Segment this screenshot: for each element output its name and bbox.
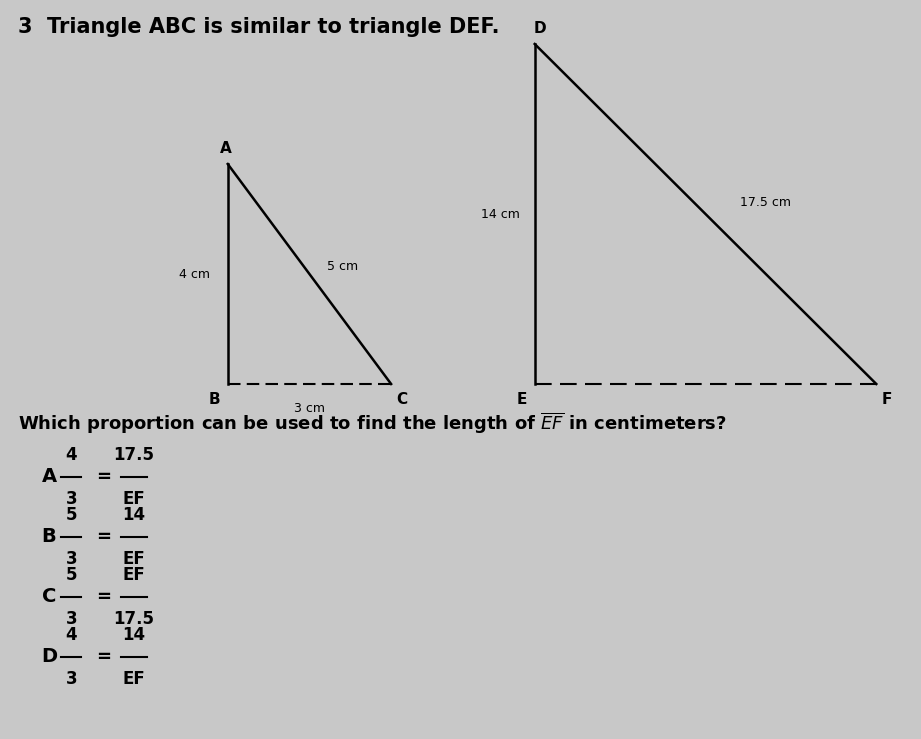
Text: E: E xyxy=(517,392,527,407)
Text: =: = xyxy=(97,648,111,666)
Text: 3  Triangle ABC is similar to triangle DEF.: 3 Triangle ABC is similar to triangle DE… xyxy=(17,17,499,37)
Text: EF: EF xyxy=(122,550,145,568)
Text: EF: EF xyxy=(122,670,145,688)
Text: D: D xyxy=(533,21,546,36)
Text: 4: 4 xyxy=(65,626,77,644)
Text: 14: 14 xyxy=(122,626,146,644)
Text: 4: 4 xyxy=(65,446,77,464)
Text: 17.5 cm: 17.5 cm xyxy=(740,196,791,208)
Text: 3: 3 xyxy=(65,670,77,688)
Text: 17.5: 17.5 xyxy=(113,446,154,464)
Text: =: = xyxy=(97,468,111,486)
Text: B: B xyxy=(208,392,220,407)
Text: 5: 5 xyxy=(65,506,77,524)
Text: 3 cm: 3 cm xyxy=(294,402,325,415)
Text: B: B xyxy=(41,528,56,547)
Text: 4 cm: 4 cm xyxy=(179,268,210,281)
Text: F: F xyxy=(881,392,892,407)
Text: 14: 14 xyxy=(122,506,146,524)
Text: C: C xyxy=(41,588,56,607)
Text: 5: 5 xyxy=(65,566,77,584)
Text: A: A xyxy=(41,468,57,486)
Text: 3: 3 xyxy=(65,490,77,508)
Text: EF: EF xyxy=(122,566,145,584)
Text: C: C xyxy=(396,392,407,407)
Text: =: = xyxy=(97,588,111,606)
Text: 17.5: 17.5 xyxy=(113,610,154,628)
Text: D: D xyxy=(41,647,58,667)
Text: A: A xyxy=(220,141,232,156)
Text: 3: 3 xyxy=(65,610,77,628)
Text: Which proportion can be used to find the length of $\overline{EF}$ in centimeter: Which proportion can be used to find the… xyxy=(17,411,727,437)
Text: EF: EF xyxy=(122,490,145,508)
Text: =: = xyxy=(97,528,111,546)
Text: 3: 3 xyxy=(65,550,77,568)
Text: 14 cm: 14 cm xyxy=(481,208,519,220)
Text: 5 cm: 5 cm xyxy=(327,259,358,273)
